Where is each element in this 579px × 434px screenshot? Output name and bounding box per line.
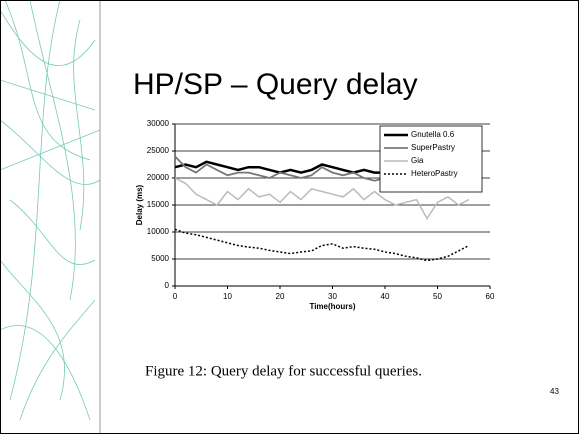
legend-label: SuperPastry bbox=[411, 143, 455, 152]
x-tick-label: 40 bbox=[381, 292, 390, 301]
x-tick-label: 0 bbox=[173, 292, 178, 301]
y-tick-label: 0 bbox=[165, 281, 170, 290]
legend-box bbox=[379, 125, 483, 193]
y-tick-label: 10000 bbox=[147, 227, 170, 236]
x-tick-label: 50 bbox=[433, 292, 442, 301]
x-tick-label: 30 bbox=[328, 292, 337, 301]
y-tick-label: 15000 bbox=[147, 200, 170, 209]
x-tick-label: 10 bbox=[223, 292, 232, 301]
decoration bbox=[0, 0, 101, 421]
y-tick-label: 30000 bbox=[147, 119, 170, 128]
legend-label: Gia bbox=[411, 156, 424, 165]
y-tick-label: 20000 bbox=[147, 173, 170, 182]
y-axis-label: Delay (ms) bbox=[135, 184, 144, 225]
slide-title: HP/SP – Query delay bbox=[133, 68, 418, 101]
x-axis-label: Time(hours) bbox=[309, 302, 355, 311]
y-tick-label: 25000 bbox=[147, 146, 170, 155]
caption: Figure 12: Query delay for successful qu… bbox=[145, 363, 422, 379]
legend-label: Gnutella 0.6 bbox=[411, 130, 455, 139]
page-number: 43 bbox=[550, 387, 559, 396]
y-tick-label: 5000 bbox=[151, 254, 169, 263]
legend-label: HeteroPastry bbox=[411, 169, 458, 178]
x-tick-label: 20 bbox=[276, 292, 285, 301]
series-line bbox=[174, 177, 470, 220]
series-line bbox=[174, 228, 470, 262]
x-tick-label: 60 bbox=[486, 292, 495, 301]
